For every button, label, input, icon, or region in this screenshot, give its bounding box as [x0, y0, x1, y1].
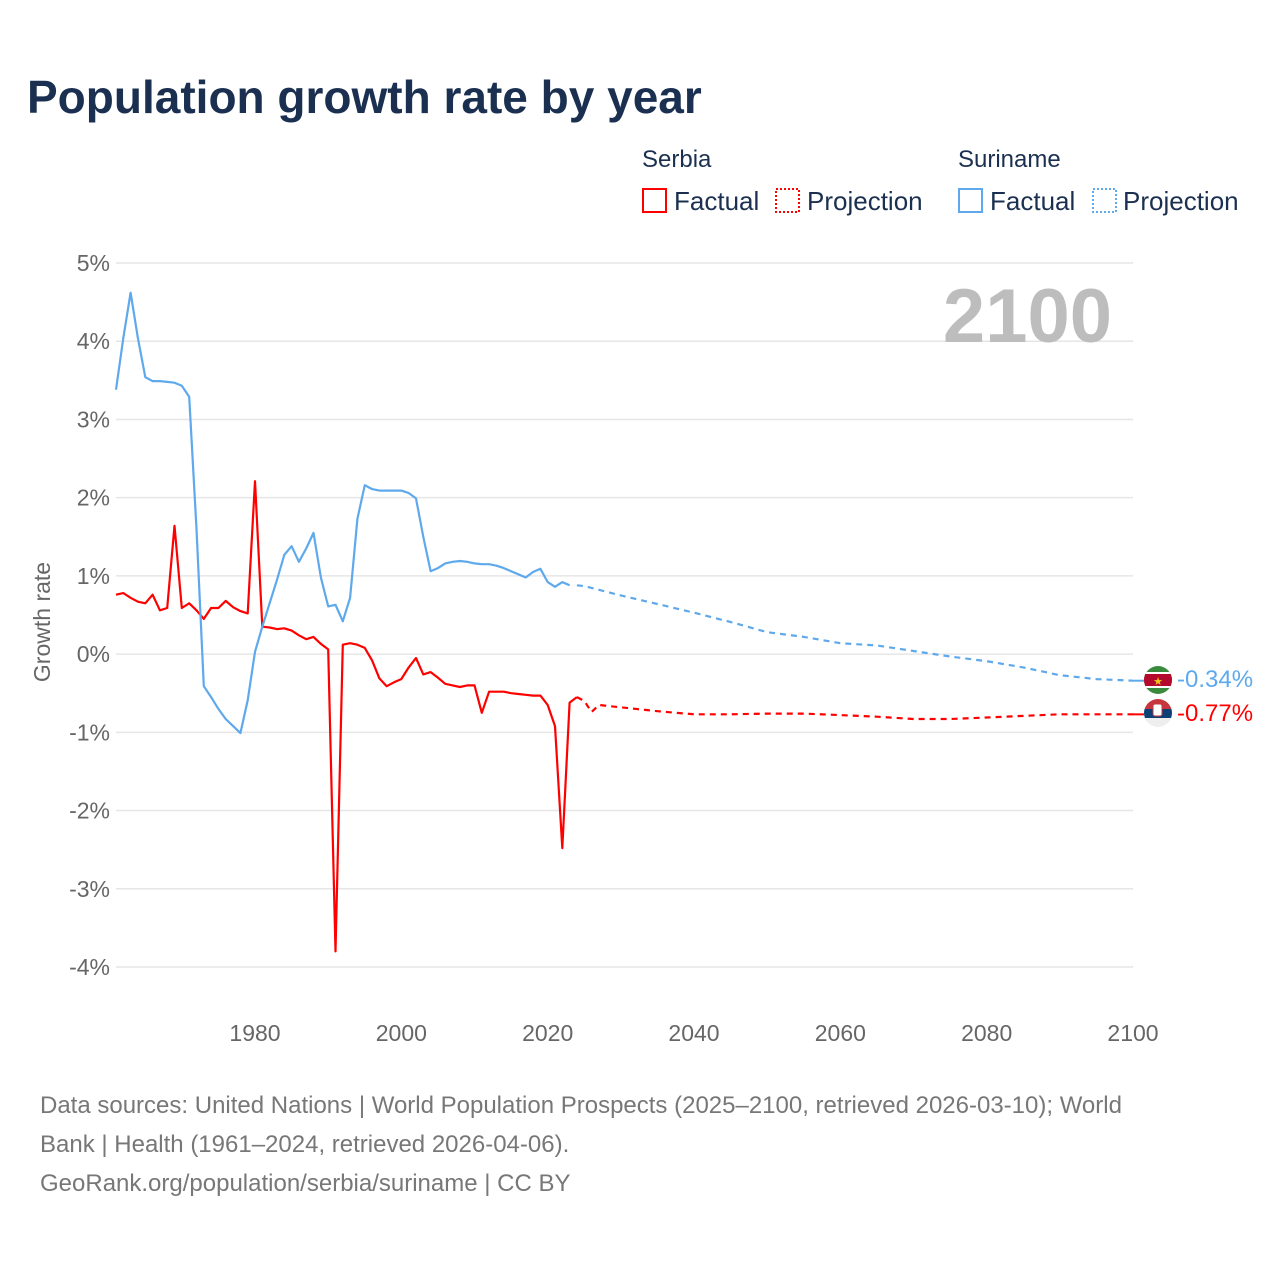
y-axis-ticks: 5% 4% 3% 2% 1% 0% -1% -2% -3% -4% [69, 250, 110, 980]
legend-serbia-projection[interactable]: Projection [807, 186, 923, 216]
legend-swatch-serbia-factual[interactable] [642, 188, 667, 213]
y-tick-label: 4% [77, 328, 110, 354]
series-line-suriname-projection [576, 584, 1134, 682]
series-line-suriname-factual [114, 291, 571, 735]
gridlines [116, 262, 1133, 968]
serbia-flag-icon [1144, 699, 1172, 727]
y-tick-label: -4% [69, 954, 110, 980]
y-tick-label: 1% [77, 563, 110, 589]
y-tick-label: 3% [77, 406, 110, 432]
year-overlay: 2100 [943, 274, 1112, 359]
suriname-flag-icon: ★ [1144, 666, 1172, 694]
legend: Serbia Factual Projection Suriname Factu… [642, 146, 1239, 216]
x-tick-label: 1980 [229, 1020, 280, 1046]
x-tick-label: 2100 [1107, 1020, 1158, 1046]
series-line-serbia-projection [576, 696, 1133, 721]
source-line-1: Data sources: United Nations | World Pop… [40, 1092, 1122, 1119]
legend-suriname-factual[interactable]: Factual [990, 186, 1075, 216]
legend-group-serbia: Serbia [642, 146, 712, 173]
y-tick-label: 2% [77, 485, 110, 511]
x-tick-label: 2060 [815, 1020, 866, 1046]
end-label-serbia: -0.77% [1177, 700, 1253, 727]
legend-swatch-suriname-projection[interactable] [1092, 188, 1117, 213]
y-tick-label: 5% [77, 250, 110, 276]
x-tick-label: 2040 [668, 1020, 719, 1046]
y-axis-label: Growth rate [29, 562, 55, 682]
legend-serbia-factual[interactable]: Factual [674, 186, 759, 216]
legend-suriname-projection[interactable]: Projection [1123, 186, 1239, 216]
source-line-2: Bank | Health (1961–2024, retrieved 2026… [40, 1131, 569, 1158]
x-tick-label: 2080 [961, 1020, 1012, 1046]
x-axis-ticks: 1980 2000 2020 2040 2060 2080 2100 [229, 1020, 1158, 1046]
legend-swatch-serbia-projection[interactable] [775, 188, 800, 213]
series-line-serbia-factual [115, 480, 578, 953]
y-tick-label: -3% [69, 876, 110, 902]
y-tick-label: -2% [69, 798, 110, 824]
chart-title: Population growth rate by year [27, 71, 702, 123]
end-label-suriname: -0.34% [1177, 666, 1253, 693]
y-tick-label: -1% [69, 719, 110, 745]
legend-group-suriname: Suriname [958, 146, 1061, 173]
y-tick-label: 0% [77, 641, 110, 667]
svg-text:★: ★ [1153, 676, 1163, 688]
series-lines [114, 291, 1144, 953]
legend-swatch-suriname-factual[interactable] [958, 188, 983, 213]
x-tick-label: 2020 [522, 1020, 573, 1046]
source-link[interactable]: GeoRank.org/population/serbia/suriname |… [40, 1170, 571, 1197]
x-tick-label: 2000 [376, 1020, 427, 1046]
